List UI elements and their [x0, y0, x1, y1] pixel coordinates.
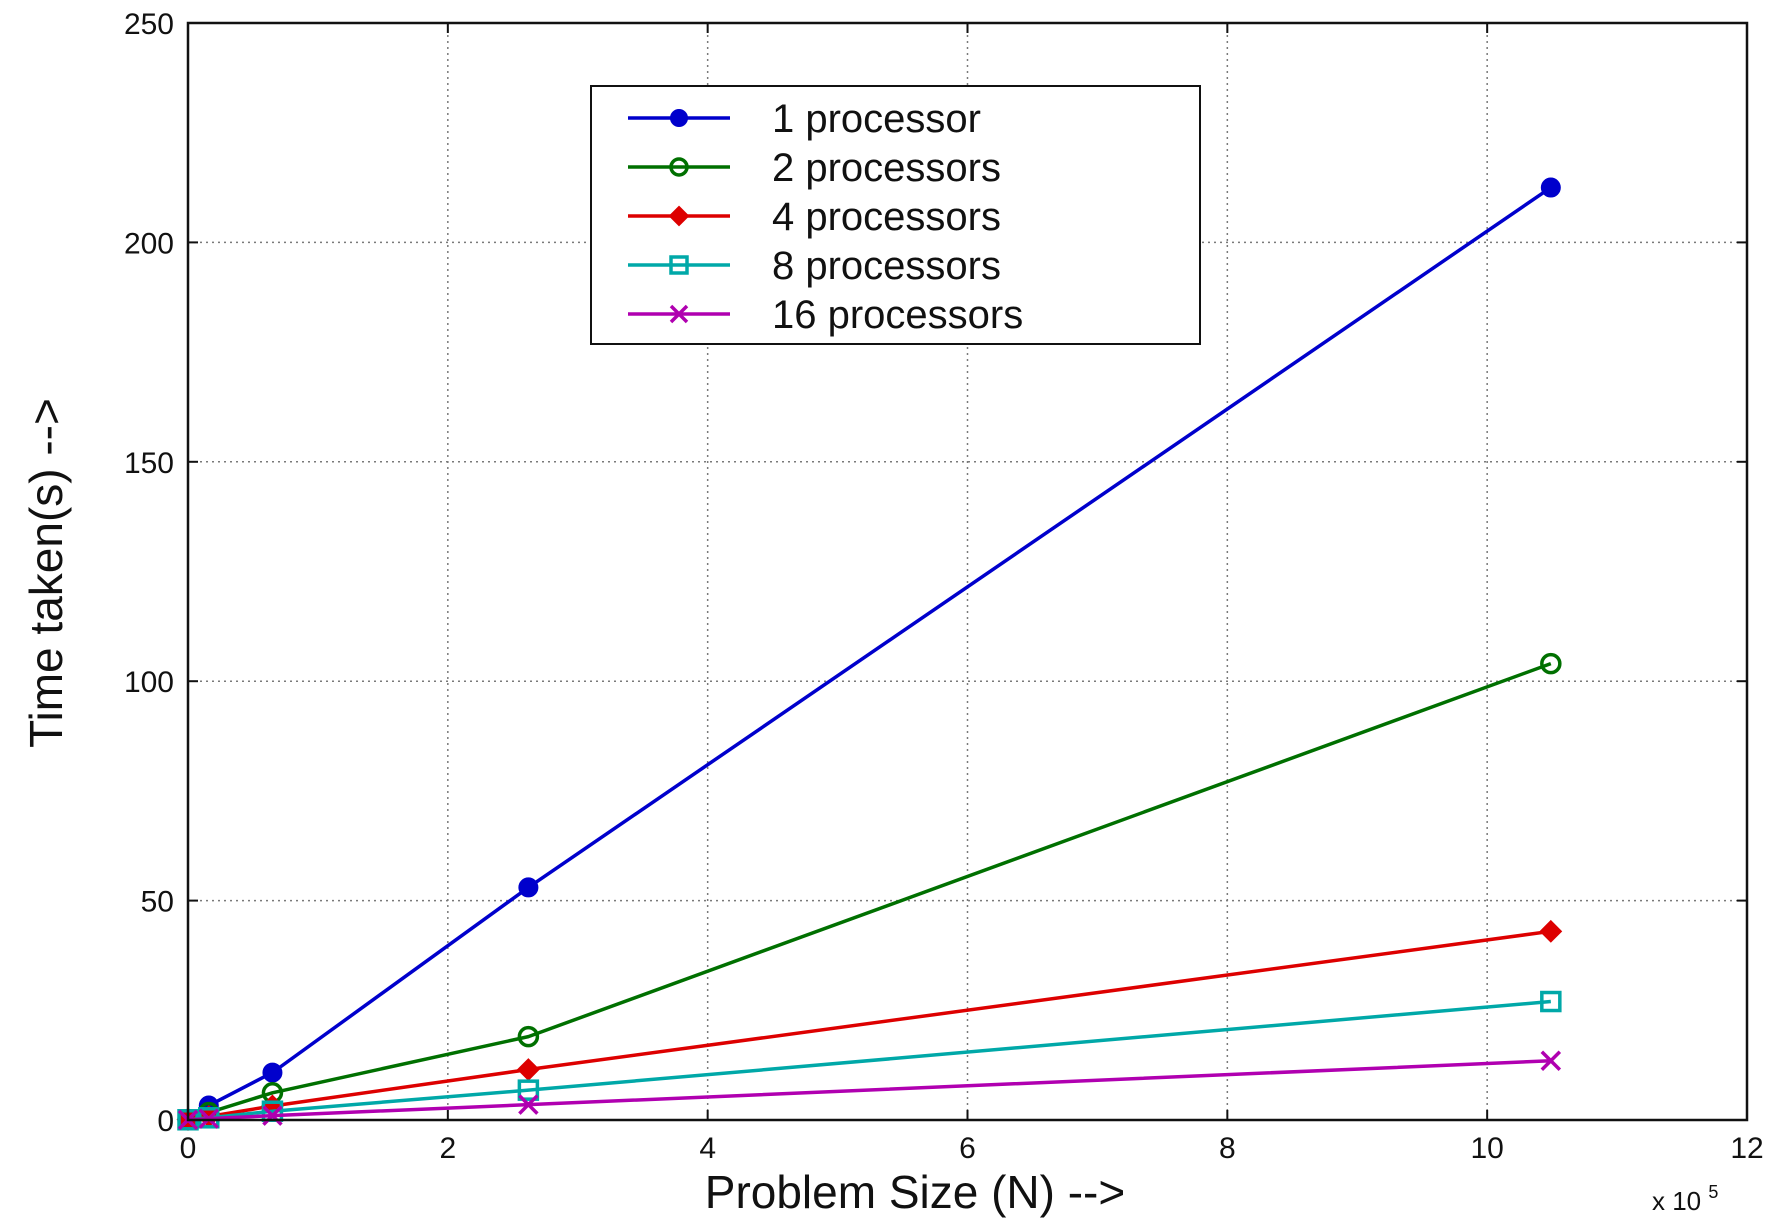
data-point	[1540, 177, 1561, 198]
grid	[188, 23, 1747, 1120]
data-point	[1540, 1050, 1562, 1071]
y-axis-label: Time taken(s) -->	[20, 398, 72, 748]
data-point	[670, 109, 688, 127]
x-multiplier-base: x 10	[1652, 1186, 1701, 1216]
data-point	[198, 1108, 220, 1129]
legend-item: 16 processors	[628, 293, 1023, 337]
legend-item: 4 processors	[628, 195, 1001, 239]
x-tick-label: 6	[959, 1132, 976, 1165]
data-point	[669, 304, 689, 324]
ticks	[187, 22, 1748, 1121]
data-point	[518, 877, 539, 898]
data-point	[262, 1062, 283, 1083]
legend-entries: 1 processor 2 processors 4 processors 8 pro…	[628, 97, 1023, 337]
legend-item: 8 processors	[628, 244, 1001, 288]
legend-label: 1 processor	[772, 97, 981, 141]
tick-labels: 0 2 4 6 8 10 12 0 50 100 150 200 250	[124, 8, 1764, 1165]
data-point	[668, 205, 690, 227]
legend-item: 1 processor	[628, 97, 981, 141]
data-point	[1540, 990, 1562, 1013]
y-tick-label: 0	[157, 1105, 174, 1138]
y-tick-label: 200	[124, 227, 174, 260]
data-point	[517, 1079, 540, 1101]
legend: 1 processor 2 processors 4 processors 8 pro…	[590, 85, 1201, 345]
x-axis-multiplier: x 10 5	[1652, 1182, 1718, 1216]
data-point	[262, 1105, 283, 1126]
data-point	[669, 255, 689, 275]
x-tick-label: 2	[439, 1132, 456, 1165]
legend-label: 8 processors	[772, 244, 1001, 288]
x-multiplier-exponent: 5	[1708, 1182, 1718, 1202]
legend-label: 2 processors	[772, 146, 1001, 190]
data-point	[518, 1094, 539, 1115]
data-point	[669, 157, 689, 177]
y-tick-label: 100	[124, 666, 174, 699]
data-point	[1540, 652, 1562, 675]
x-tick-label: 4	[699, 1132, 716, 1165]
x-axis-label: Problem Size (N) -->	[705, 1166, 1125, 1218]
x-tick-label: 8	[1219, 1132, 1236, 1165]
data-point	[517, 1025, 540, 1048]
x-tick-label: 10	[1470, 1132, 1503, 1165]
legend-label: 16 processors	[772, 293, 1023, 337]
legend-item: 2 processors	[628, 146, 1001, 190]
y-tick-label: 150	[124, 447, 174, 480]
y-tick-label: 50	[141, 886, 174, 919]
y-tick-label: 250	[124, 8, 174, 41]
data-point	[1539, 919, 1563, 943]
series-group	[176, 177, 1563, 1131]
x-tick-label: 12	[1730, 1132, 1763, 1165]
legend-label: 4 processors	[772, 195, 1001, 239]
x-tick-label: 0	[180, 1132, 197, 1165]
